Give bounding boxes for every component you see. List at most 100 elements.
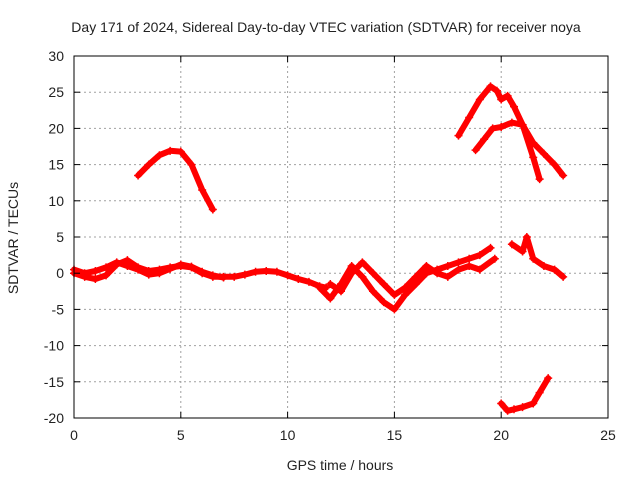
data-point bbox=[358, 258, 367, 267]
data-point bbox=[102, 263, 111, 272]
data-point bbox=[251, 267, 260, 276]
data-point bbox=[134, 171, 143, 180]
y-tick-label: 30 bbox=[48, 48, 64, 64]
data-point bbox=[507, 240, 516, 249]
data-point bbox=[315, 283, 324, 292]
data-point bbox=[337, 287, 345, 296]
y-tick-label: -15 bbox=[44, 374, 64, 390]
y-tick-label: 15 bbox=[48, 157, 64, 173]
data-point bbox=[91, 267, 100, 276]
data-point bbox=[503, 91, 512, 100]
data-point bbox=[529, 399, 538, 408]
data-point bbox=[539, 149, 548, 158]
data-point bbox=[198, 267, 207, 276]
data-point bbox=[240, 270, 249, 279]
series-arc-3 bbox=[135, 147, 216, 213]
data-point bbox=[503, 406, 512, 415]
data-point bbox=[454, 265, 463, 274]
data-point bbox=[187, 160, 196, 169]
data-point bbox=[166, 146, 175, 155]
x-tick-label: 5 bbox=[177, 427, 185, 443]
x-axis-ticks: 0 5 10 15 20 25 bbox=[70, 56, 616, 443]
data-point bbox=[390, 290, 399, 299]
data-point bbox=[559, 171, 568, 180]
data-point bbox=[155, 269, 164, 278]
data-point bbox=[411, 280, 420, 289]
y-axis-label: SDTVAR / TECUs bbox=[5, 182, 21, 294]
data-point bbox=[379, 280, 388, 289]
data-point bbox=[326, 280, 335, 289]
data-series bbox=[70, 82, 568, 415]
y-tick-label: 5 bbox=[56, 229, 64, 245]
data-point bbox=[326, 294, 335, 303]
data-point bbox=[155, 151, 164, 160]
data-point bbox=[486, 243, 495, 252]
data-point bbox=[422, 261, 431, 270]
y-tick-label: 20 bbox=[48, 120, 64, 136]
data-point bbox=[529, 138, 538, 147]
data-point bbox=[507, 118, 516, 127]
data-point bbox=[535, 388, 544, 397]
series-arc-5 bbox=[327, 255, 498, 298]
data-point bbox=[208, 271, 217, 280]
series-arc-8 bbox=[508, 234, 567, 280]
data-point bbox=[198, 185, 207, 194]
data-point bbox=[544, 374, 553, 383]
data-point bbox=[510, 405, 519, 414]
data-point bbox=[187, 262, 196, 271]
data-point bbox=[230, 272, 239, 281]
y-tick-label: 25 bbox=[48, 84, 64, 100]
data-point bbox=[529, 153, 538, 162]
x-axis-label: GPS time / hours bbox=[287, 457, 394, 473]
data-point bbox=[347, 269, 356, 278]
x-tick-label: 0 bbox=[70, 427, 78, 443]
data-point bbox=[422, 269, 431, 278]
data-point bbox=[550, 265, 559, 274]
data-point bbox=[433, 269, 442, 278]
x-tick-label: 20 bbox=[493, 427, 509, 443]
y-tick-label: -10 bbox=[44, 338, 64, 354]
data-point bbox=[358, 272, 367, 281]
data-point bbox=[475, 251, 484, 260]
data-point bbox=[529, 254, 538, 263]
data-point bbox=[369, 287, 378, 296]
data-point bbox=[471, 146, 480, 155]
data-point bbox=[208, 205, 217, 214]
y-tick-label: -20 bbox=[44, 410, 64, 426]
data-point bbox=[550, 160, 559, 169]
data-point bbox=[369, 269, 378, 278]
data-point bbox=[166, 264, 175, 273]
data-point bbox=[347, 261, 356, 270]
data-point bbox=[176, 260, 185, 269]
data-point bbox=[390, 305, 399, 314]
data-point bbox=[492, 86, 501, 95]
data-point bbox=[475, 265, 484, 274]
data-point bbox=[454, 131, 463, 140]
y-tick-label: 0 bbox=[56, 265, 64, 281]
data-point bbox=[480, 135, 489, 144]
y-tick-label: 10 bbox=[48, 193, 64, 209]
data-point bbox=[510, 102, 519, 111]
data-point bbox=[443, 272, 452, 281]
data-point bbox=[454, 258, 463, 267]
data-point bbox=[490, 254, 499, 263]
data-point bbox=[401, 283, 410, 292]
data-point bbox=[283, 271, 292, 280]
data-point bbox=[80, 269, 89, 278]
data-point bbox=[123, 261, 132, 270]
data-point bbox=[535, 175, 544, 184]
data-point bbox=[559, 272, 568, 281]
series-arc-7 bbox=[472, 119, 567, 179]
data-point bbox=[304, 277, 313, 286]
data-point bbox=[443, 261, 452, 270]
data-point bbox=[486, 82, 495, 91]
data-point bbox=[497, 122, 506, 131]
series-arc-9 bbox=[498, 375, 552, 414]
data-point bbox=[219, 273, 228, 282]
chart-title: Day 171 of 2024, Sidereal Day-to-day VTE… bbox=[71, 19, 581, 35]
data-point bbox=[465, 261, 474, 270]
data-point bbox=[539, 261, 548, 270]
grid bbox=[74, 56, 608, 418]
data-point bbox=[102, 271, 111, 280]
data-point bbox=[401, 290, 410, 299]
